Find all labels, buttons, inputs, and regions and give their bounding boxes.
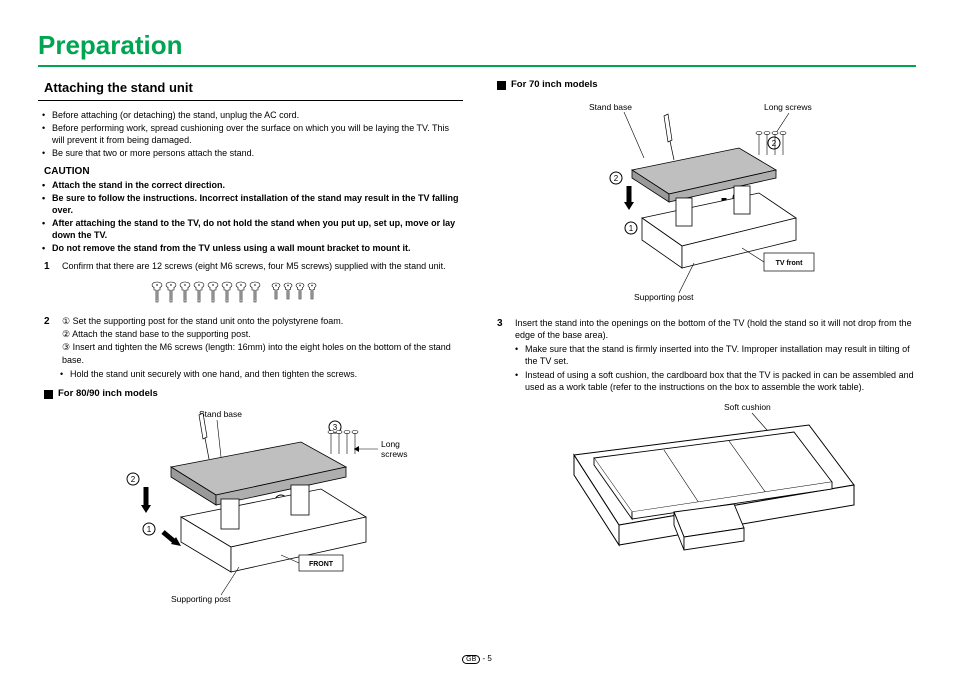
- label-supporting-post: Supporting post: [171, 594, 231, 604]
- step-3: 3 Insert the stand into the openings on …: [491, 317, 916, 394]
- step3-bullet: Make sure that the stand is firmly inser…: [525, 343, 916, 367]
- intro-item: Be sure that two or more persons attach …: [52, 147, 463, 159]
- step3-bullet: Instead of using a soft cushion, the car…: [525, 369, 916, 393]
- left-column: Attaching the stand unit Before attachin…: [38, 79, 463, 610]
- substep: ② Attach the stand base to the supportin…: [62, 328, 463, 340]
- step-body: Insert the stand into the openings on th…: [515, 317, 916, 394]
- intro-item: Before performing work, spread cushionin…: [52, 122, 463, 146]
- diagram-70: Stand base Long screws 2 1 1 2: [491, 98, 916, 311]
- diagram-8090: Stand base Longscrews 3 2 1 1: [38, 407, 463, 610]
- diagram-cushion: Soft cushion: [491, 400, 916, 573]
- caution-heading: CAUTION: [38, 165, 463, 179]
- label-long-screws: Longscrews: [381, 439, 407, 459]
- caution-list: Attach the stand in the correct directio…: [38, 179, 463, 255]
- label-stand-base: Stand base: [589, 102, 632, 112]
- caution-item: After attaching the stand to the TV, do …: [52, 217, 463, 241]
- step-2: 2 ① Set the supporting post for the stan…: [38, 315, 463, 380]
- caution-item: Do not remove the stand from the TV unle…: [52, 242, 463, 254]
- step-1: 1 Confirm that there are 12 screws (eigh…: [38, 260, 463, 274]
- intro-item: Before attaching (or detaching) the stan…: [52, 109, 463, 121]
- model-8090-heading: For 80/90 inch models: [38, 388, 463, 401]
- step-body: Confirm that there are 12 screws (eight …: [62, 260, 463, 274]
- page-footer: GB - 5: [0, 654, 954, 663]
- step-body: ① Set the supporting post for the stand …: [62, 315, 463, 380]
- svg-text:1: 1: [146, 525, 151, 534]
- label-stand-base: Stand base: [199, 409, 242, 419]
- label-tv-front: TV front: [775, 260, 802, 267]
- caution-item: Be sure to follow the instructions. Inco…: [52, 192, 463, 216]
- model-70-heading: For 70 inch models: [491, 79, 916, 92]
- step-number: 1: [44, 260, 62, 274]
- label-soft-cushion: Soft cushion: [724, 402, 771, 412]
- svg-text:2: 2: [130, 475, 135, 484]
- label-front: FRONT: [308, 561, 333, 568]
- step-number: 3: [497, 317, 515, 394]
- square-icon: [44, 390, 53, 399]
- label-supporting-post: Supporting post: [634, 292, 694, 302]
- right-column: For 70 inch models Stand base Long screw…: [491, 79, 916, 610]
- step-text: Insert the stand into the openings on th…: [515, 318, 912, 340]
- section-heading: Attaching the stand unit: [38, 79, 463, 101]
- screws-diagram: [38, 280, 463, 309]
- svg-text:1: 1: [628, 224, 633, 233]
- square-icon: [497, 81, 506, 90]
- model-label: For 70 inch models: [511, 79, 598, 92]
- svg-text:2: 2: [613, 174, 618, 183]
- page-number: - 5: [483, 654, 492, 663]
- model-label: For 80/90 inch models: [58, 388, 158, 401]
- substep: ① Set the supporting post for the stand …: [62, 315, 463, 327]
- svg-text:2: 2: [771, 139, 776, 148]
- label-long-screws: Long screws: [764, 102, 812, 112]
- content-columns: Attaching the stand unit Before attachin…: [38, 79, 916, 610]
- page-title: Preparation: [38, 30, 916, 67]
- substep: ③ Insert and tighten the M6 screws (leng…: [62, 341, 463, 365]
- intro-list: Before attaching (or detaching) the stan…: [38, 109, 463, 160]
- caution-item: Attach the stand in the correct directio…: [52, 179, 463, 191]
- step-note: Hold the stand unit securely with one ha…: [62, 368, 463, 380]
